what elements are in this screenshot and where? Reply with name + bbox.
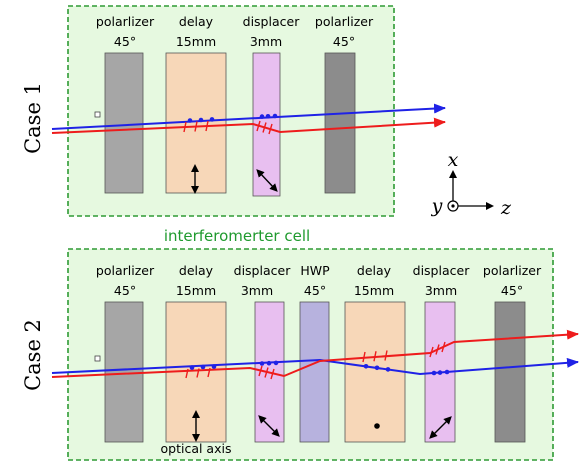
case2-red-ticks-displacer2	[429, 341, 446, 358]
case1-displacer-optical-axis-arrow	[256, 169, 278, 192]
case2-hwp-angle: 45°	[304, 283, 326, 298]
case2-red-ticks-delay1	[185, 367, 211, 379]
interferometer-cell-label: interferomerter cell	[164, 227, 310, 245]
case2-input-polarizer	[104, 301, 144, 443]
case2-input-polarizer-angle: 45°	[114, 283, 136, 298]
case2-hwp-label: HWP	[300, 263, 330, 278]
case2-blue-dots-delay1	[189, 364, 217, 370]
case1-displacer-length: 3mm	[250, 34, 282, 49]
case1-output-polarizer	[324, 52, 356, 194]
case2-hwp	[299, 301, 330, 443]
y-axis-label: y	[431, 195, 443, 217]
case2-delay2-length: 15mm	[354, 283, 394, 298]
case1-output-polarizer-label: polarlizer	[315, 14, 374, 29]
case2-red-ticks-delay2	[362, 350, 388, 363]
case2-diagram: Case 2 polarlizer 45° delay 15mm displac…	[21, 248, 579, 461]
case2-square-marker	[94, 355, 101, 362]
case2-output-polarizer	[494, 301, 526, 443]
case2-red-beam	[51, 329, 579, 378]
case2-displacer1-length: 3mm	[241, 283, 273, 298]
case1-input-polarizer	[104, 52, 144, 194]
case2-optical-axis-label: optical axis	[161, 441, 232, 456]
case1-diagram: Case 1 polarlizer 45° delay 15mm displac…	[21, 5, 446, 217]
case2-output-polarizer-angle: 45°	[501, 283, 523, 298]
case2-input-polarizer-label: polarlizer	[96, 263, 155, 278]
case1-blue-dots-delay	[187, 117, 215, 123]
case1-displacer-label: displacer	[243, 14, 301, 29]
case1-blue-beam	[51, 103, 446, 130]
case2-displacer2-length: 3mm	[425, 283, 457, 298]
case2-displacer2-optical-axis-arrow	[429, 416, 452, 439]
case2-delay2-label: delay	[357, 263, 392, 278]
case1-output-polarizer-angle: 45°	[333, 34, 355, 49]
case2-delay2-optical-axis-dot	[374, 423, 380, 429]
case2-red-ticks-displacer1	[258, 365, 275, 380]
case1-blue-dots-displacer	[259, 113, 278, 119]
coordinate-axes: x y z	[431, 149, 512, 219]
case2-displacer2-label: displacer	[413, 263, 471, 278]
x-axis-label: x	[448, 149, 459, 171]
z-axis-label: z	[500, 197, 512, 219]
case1-delay-length: 15mm	[176, 34, 216, 49]
case1-red-ticks-displacer	[256, 120, 273, 135]
case2-delay1-length: 15mm	[176, 283, 216, 298]
case1-title: Case 1	[21, 82, 45, 154]
case1-delay-label: delay	[179, 14, 214, 29]
case2-blue-dots-displacer1	[259, 360, 279, 366]
case2-blue-beam	[51, 357, 579, 376]
case2-displacer1-label: displacer	[234, 263, 292, 278]
case2-blue-dots-displacer2	[431, 369, 450, 376]
case1-input-polarizer-label: polarlizer	[96, 14, 155, 29]
case2-delay1-label: delay	[179, 263, 214, 278]
case1-square-marker	[94, 111, 101, 118]
case2-blue-dots-delay2	[363, 364, 391, 372]
case2-displacer1-optical-axis-arrow	[258, 415, 280, 437]
case1-input-polarizer-angle: 45°	[114, 34, 136, 49]
case2-title: Case 2	[21, 319, 45, 391]
case1-red-ticks-delay	[183, 120, 209, 133]
case2-delay2-plate	[344, 301, 406, 443]
case2-output-polarizer-label: polarlizer	[483, 263, 542, 278]
case1-red-beam	[51, 117, 446, 134]
